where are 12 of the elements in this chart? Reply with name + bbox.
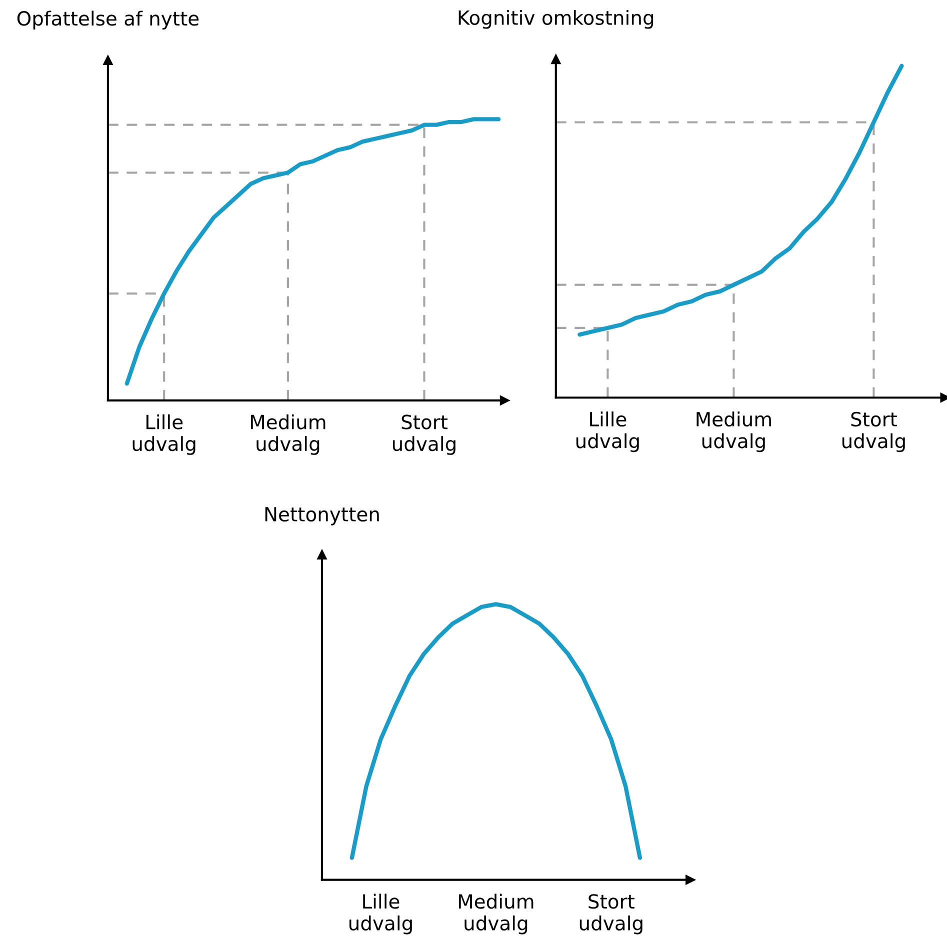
x-tick-label: Lille udvalg xyxy=(132,414,196,455)
y-axis-title: Opfattelse af nytte xyxy=(17,10,199,30)
x-tick-label: Lille udvalg xyxy=(576,412,639,452)
x-tick-label: Stort udvalg xyxy=(842,412,905,452)
y-axis-title: Nettonytten xyxy=(265,507,379,526)
x-tick-label: Medium udvalg xyxy=(696,412,771,452)
y-axis-title: Kognitiv omkostning xyxy=(458,10,654,29)
x-tick-label: Lille udvalg xyxy=(349,894,412,934)
x-tick-label: Medium udvalg xyxy=(250,414,326,455)
x-tick-label: Stort udvalg xyxy=(392,414,456,455)
x-tick-label: Medium udvalg xyxy=(458,894,534,934)
x-tick-label: Stort udvalg xyxy=(580,894,642,934)
